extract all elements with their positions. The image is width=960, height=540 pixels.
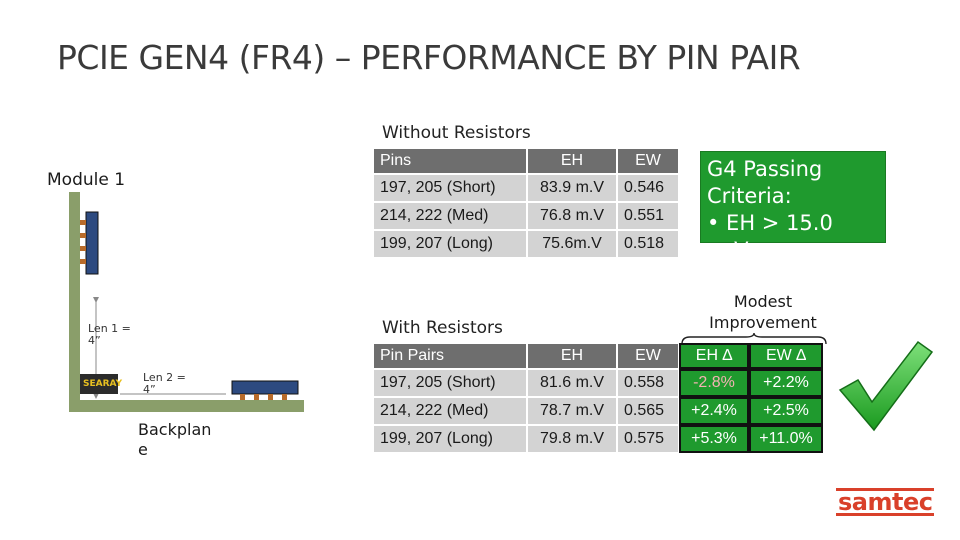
samtec-logo: samtec (836, 488, 935, 516)
table-cell: 0.518 (618, 231, 678, 257)
len1-label: Len 1 = 4” (88, 322, 131, 347)
board-diagram: Module 1 SEARAY Len 1 = 4” Len 2 = 4” Ba… (0, 0, 340, 540)
searay-logo: SEARAY (83, 379, 123, 389)
searay-chip (80, 374, 118, 394)
table-row: 214, 222 (Med) 76.8 m.V 0.551 (374, 203, 678, 229)
table-cell: +11.0% (749, 425, 823, 453)
column-header: EH (528, 344, 616, 368)
checkmark-icon (838, 340, 934, 432)
table-cell: +5.3% (679, 425, 749, 453)
table-cell: 0.558 (618, 370, 678, 396)
column-header: Pins (374, 149, 526, 173)
column-header: EH (528, 149, 616, 173)
table-row: 199, 207 (Long) 75.6m.V 0.518 (374, 231, 678, 257)
criteria-line: Criteria: (707, 184, 792, 208)
table-cell: 0.551 (618, 203, 678, 229)
passing-criteria-box: G4 Passing Criteria: • EH > 15.0 m.V (700, 151, 886, 262)
table-cell: 0.565 (618, 398, 678, 424)
table-cell: -2.8% (679, 369, 749, 397)
table-row: 197, 205 (Short) 81.6 m.V 0.558 -2.8% +2… (374, 369, 823, 397)
table-row: 199, 207 (Long) 79.8 m.V 0.575 +5.3% +11… (374, 425, 823, 453)
column-header: EW (618, 149, 678, 173)
table-cell: 199, 207 (Long) (374, 426, 526, 452)
module-card (69, 192, 80, 410)
table-cell: 197, 205 (Short) (374, 370, 526, 396)
table-cell: 79.8 m.V (528, 426, 616, 452)
table-cell: 78.7 m.V (528, 398, 616, 424)
column-header: EW (618, 344, 678, 368)
with-resistors-heading: With Resistors (382, 318, 503, 338)
table-cell: 76.8 m.V (528, 203, 616, 229)
table-cell: 214, 222 (Med) (374, 203, 526, 229)
backplane-connector (231, 380, 299, 395)
module-label: Module 1 (47, 170, 126, 190)
module-connector (85, 211, 99, 275)
table-cell: +2.2% (749, 369, 823, 397)
column-header: EH ∆ (679, 343, 749, 369)
column-header: Pin Pairs (374, 344, 526, 368)
backplane-board (69, 400, 304, 412)
table-cell: 199, 207 (Long) (374, 231, 526, 257)
criteria-line: G4 Passing (707, 157, 823, 181)
table-header-row: Pins EH EW (374, 149, 678, 173)
table-cell: 214, 222 (Med) (374, 398, 526, 424)
without-resistors-table: Pins EH EW 197, 205 (Short) 83.9 m.V 0.5… (372, 147, 680, 259)
page-title: PCIE GEN4 (FR4) – PERFORMANCE BY PIN PAI… (57, 38, 801, 77)
improvement-brace (681, 332, 827, 345)
board-drawing (69, 192, 304, 412)
table-row: 214, 222 (Med) 78.7 m.V 0.565 +2.4% +2.5… (374, 397, 823, 425)
table-cell: +2.4% (679, 397, 749, 425)
table-cell: +2.5% (749, 397, 823, 425)
with-resistors-table: Pin Pairs EH EW EH ∆ EW ∆ 197, 205 (Shor… (372, 342, 824, 454)
table-cell: 75.6m.V (528, 231, 616, 257)
without-resistors-heading: Without Resistors (382, 123, 531, 143)
table-cell: 197, 205 (Short) (374, 175, 526, 201)
table-cell: 81.6 m.V (528, 370, 616, 396)
improvement-label: Modest Improvement (709, 292, 817, 332)
column-header: EW ∆ (749, 343, 823, 369)
table-cell: 0.575 (618, 426, 678, 452)
len2-label: Len 2 = 4” (143, 371, 186, 396)
table-header-row: Pin Pairs EH EW EH ∆ EW ∆ (374, 343, 823, 369)
criteria-line: • EH > 15.0 m.V (707, 211, 833, 262)
table-cell: 0.546 (618, 175, 678, 201)
table-row: 197, 205 (Short) 83.9 m.V 0.546 (374, 175, 678, 201)
table-cell: 83.9 m.V (528, 175, 616, 201)
backplane-label: Backplan e (138, 420, 212, 459)
